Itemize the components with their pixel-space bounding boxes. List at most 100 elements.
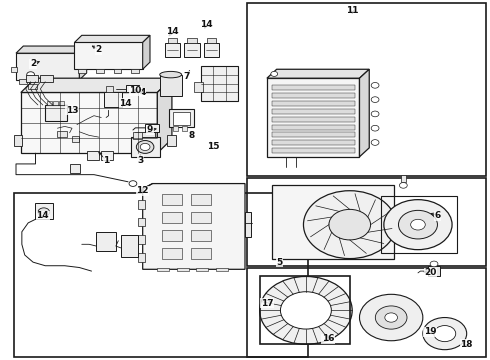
Text: 7: 7	[183, 72, 190, 81]
Bar	[192, 194, 211, 205]
Bar	[14, 193, 308, 357]
Text: 1: 1	[103, 156, 109, 165]
Bar	[194, 82, 202, 93]
Text: 15: 15	[207, 141, 220, 150]
Polygon shape	[360, 69, 369, 157]
Text: 14: 14	[120, 99, 132, 108]
Bar	[272, 93, 355, 98]
Ellipse shape	[160, 71, 182, 78]
Bar	[168, 38, 177, 43]
Bar	[165, 43, 180, 57]
Bar	[35, 203, 52, 219]
Circle shape	[423, 318, 466, 350]
Bar	[28, 84, 37, 89]
Bar	[272, 132, 355, 138]
Bar	[44, 79, 51, 84]
Text: 8: 8	[188, 131, 195, 140]
Bar	[131, 68, 139, 73]
Circle shape	[260, 276, 352, 344]
Bar	[57, 131, 67, 137]
Text: 2: 2	[30, 59, 36, 68]
Bar	[96, 68, 103, 73]
Bar	[59, 102, 64, 105]
Circle shape	[280, 292, 331, 329]
Bar	[133, 132, 142, 139]
Bar	[203, 43, 219, 57]
Bar	[247, 3, 486, 176]
Circle shape	[399, 183, 407, 188]
Bar	[201, 66, 238, 102]
Bar	[26, 75, 38, 82]
Circle shape	[385, 313, 397, 322]
Bar	[216, 267, 228, 271]
Bar	[21, 93, 157, 153]
Bar	[68, 79, 76, 84]
Circle shape	[384, 200, 452, 249]
Bar	[192, 212, 211, 223]
Circle shape	[136, 140, 154, 153]
Bar	[14, 135, 23, 146]
Bar	[177, 267, 189, 271]
Bar	[192, 248, 211, 258]
Bar	[53, 102, 58, 105]
Bar	[187, 38, 197, 43]
Text: 14: 14	[200, 20, 212, 29]
Circle shape	[303, 191, 396, 258]
Circle shape	[371, 97, 379, 103]
Bar	[162, 230, 182, 241]
Circle shape	[371, 82, 379, 88]
Bar	[247, 267, 486, 357]
Text: 20: 20	[424, 268, 436, 277]
Circle shape	[129, 181, 137, 186]
Bar	[138, 200, 145, 208]
Bar	[401, 175, 406, 182]
Polygon shape	[143, 184, 245, 269]
Polygon shape	[157, 78, 172, 153]
Text: 9: 9	[147, 126, 153, 135]
Text: 13: 13	[66, 106, 78, 115]
Bar	[47, 102, 51, 105]
Bar	[170, 109, 194, 127]
Bar	[121, 235, 138, 257]
Bar	[72, 136, 79, 143]
Circle shape	[375, 306, 407, 329]
Circle shape	[329, 210, 370, 240]
Circle shape	[360, 294, 423, 341]
Bar	[167, 135, 176, 146]
Bar	[162, 212, 182, 223]
Bar	[260, 276, 350, 344]
Bar	[74, 42, 143, 69]
Text: 12: 12	[136, 186, 149, 195]
Bar	[182, 126, 187, 131]
Text: 3: 3	[137, 156, 144, 165]
Bar	[106, 86, 114, 93]
Circle shape	[411, 219, 425, 230]
Bar	[196, 267, 208, 271]
Bar	[78, 68, 86, 73]
Circle shape	[371, 111, 379, 117]
Circle shape	[371, 125, 379, 131]
Text: 4: 4	[140, 88, 146, 97]
Bar	[135, 132, 155, 137]
Bar	[272, 101, 355, 106]
Bar	[40, 75, 52, 82]
Bar	[70, 164, 80, 173]
Text: 6: 6	[434, 211, 441, 220]
Text: 5: 5	[276, 258, 282, 267]
Circle shape	[434, 325, 456, 342]
Bar	[45, 105, 67, 121]
Polygon shape	[16, 46, 87, 53]
Bar	[114, 68, 122, 73]
Bar	[267, 78, 360, 157]
Bar	[184, 43, 200, 57]
Bar	[104, 93, 122, 107]
Bar	[97, 232, 116, 251]
Bar	[272, 85, 355, 90]
Bar	[272, 148, 355, 153]
Bar	[157, 267, 170, 271]
Polygon shape	[21, 78, 172, 93]
Circle shape	[398, 210, 438, 239]
Bar	[247, 178, 486, 266]
Bar	[101, 152, 114, 160]
Bar	[145, 124, 159, 132]
